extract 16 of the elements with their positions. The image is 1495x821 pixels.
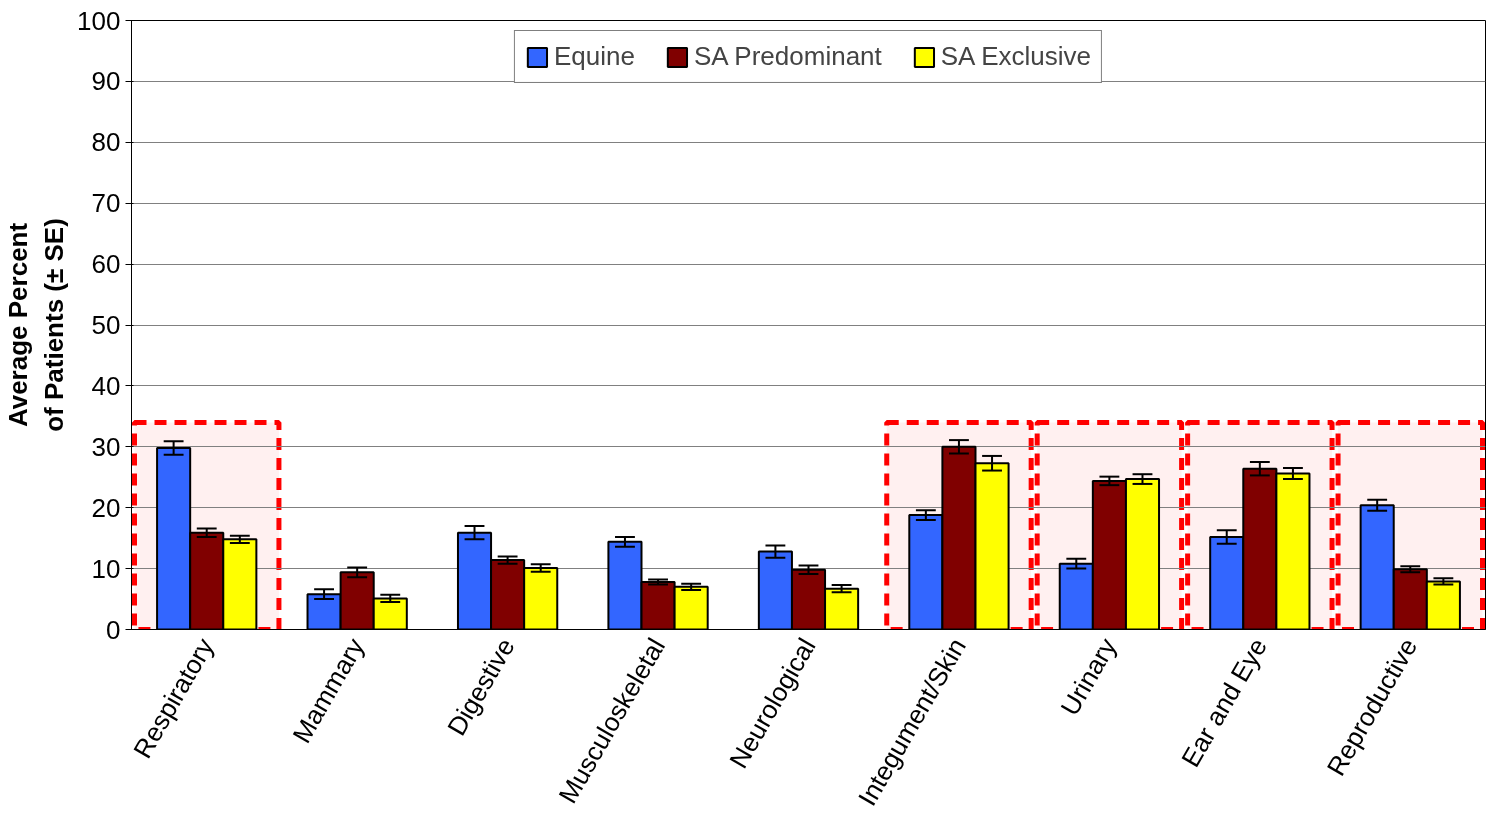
y-tick-label: 70 xyxy=(91,188,121,219)
y-tick-label: 50 xyxy=(91,310,121,340)
x-tick-label: Ear and Eye xyxy=(1175,633,1273,772)
y-tick-label: 90 xyxy=(91,66,121,97)
legend-label: Equine xyxy=(553,41,635,72)
y-tick-label: 10 xyxy=(91,553,121,584)
y-tick-label: 0 xyxy=(106,614,121,645)
y-tick-label: 60 xyxy=(91,249,121,280)
y-tick-label: 80 xyxy=(91,127,121,158)
legend-label: SA Predominant xyxy=(693,41,882,72)
y-tick-label: 40 xyxy=(91,370,121,401)
y-axis-title: Average Percent of Patients (± SE) xyxy=(3,218,70,432)
y-tick-label: 20 xyxy=(91,492,121,523)
legend-label: SA Exclusive xyxy=(940,41,1092,72)
y-tick-label: 100 xyxy=(77,5,121,36)
y-tick-label: 30 xyxy=(91,431,121,462)
